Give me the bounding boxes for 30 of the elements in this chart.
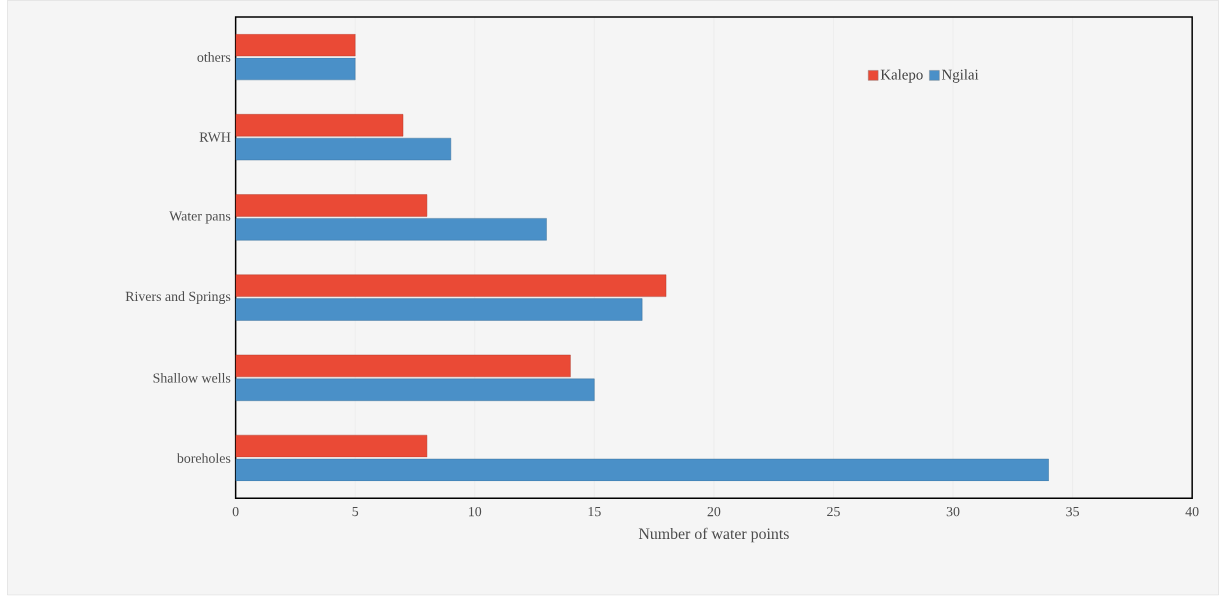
bar <box>235 378 595 402</box>
bar <box>235 354 571 378</box>
bar <box>235 459 1049 482</box>
x-axis-title: Number of water points <box>638 527 789 543</box>
y-tick-label: others <box>197 52 231 63</box>
y-tick-label: RWH <box>199 132 231 143</box>
bar <box>235 194 428 217</box>
x-tick-label: 15 <box>588 507 601 517</box>
x-tick-label: 5 <box>352 507 359 517</box>
y-tick-label: Shallow wells <box>153 373 231 383</box>
legend-label: Ngilai <box>941 69 979 83</box>
bar <box>235 218 547 241</box>
legend-label: Kalepo <box>880 69 923 83</box>
bar <box>235 114 404 137</box>
y-tick-label: Water pans <box>169 211 231 224</box>
bar <box>235 58 356 81</box>
x-tick-label: 20 <box>707 507 721 517</box>
y-tick-label: Rivers and Springs <box>125 291 231 305</box>
x-tick-label: 0 <box>232 507 239 517</box>
bar <box>235 274 667 298</box>
x-tick-label: 40 <box>1185 507 1199 517</box>
x-tick-label: 30 <box>946 507 960 517</box>
x-tick-label: 25 <box>827 507 840 517</box>
bar <box>235 435 428 458</box>
bar <box>235 34 356 57</box>
x-tick-label: 10 <box>469 507 482 517</box>
bar <box>235 138 452 161</box>
bar <box>235 298 643 321</box>
y-tick-label: boreholes <box>176 453 231 464</box>
x-tick-label: 35 <box>1066 507 1079 517</box>
